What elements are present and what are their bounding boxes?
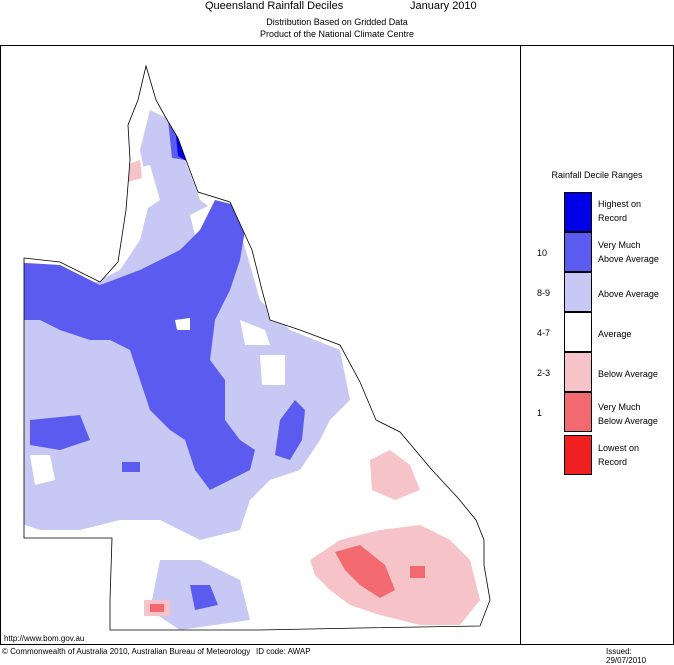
below-average-region-east (370, 450, 420, 500)
copyright-notice: © Commonwealth of Australia 2010, Austra… (2, 647, 251, 656)
legend-swatch-lowest (564, 435, 592, 475)
subtitle-product: Product of the National Climate Centre (259, 29, 415, 39)
legend-swatch-very-much-below (564, 392, 592, 432)
map-title: Queensland Rainfall Deciles (205, 0, 344, 12)
legend-swatch-average (564, 312, 592, 352)
legend-title: Rainfall Decile Ranges (551, 170, 643, 180)
average-patch-east (240, 320, 270, 345)
legend-range-very-much-above: 10 (537, 248, 548, 258)
legend-divider (520, 45, 521, 645)
average-patch-southwest (30, 455, 55, 485)
very-much-below-average-patch-east (410, 566, 425, 578)
subtitle-distribution: Distribution Based on Gridded Data (266, 17, 408, 27)
legend-label-very-much-below: Very Much Below Average (598, 402, 658, 426)
legend-swatch-highest (564, 192, 592, 232)
below-average-patch-cape (126, 160, 142, 182)
average-patch-central (260, 355, 285, 385)
bom-url: http://www.bom.gov.au (4, 634, 85, 643)
title-row: Queensland Rainfall Deciles January 2010 (0, 0, 674, 14)
very-much-above-average-patch-west (30, 415, 90, 450)
id-code: ID code: AWAP (256, 647, 311, 656)
legend-label-lowest: Lowest on Record (598, 443, 640, 467)
very-much-above-average-patch-small (122, 462, 140, 472)
state-outline (23, 64, 491, 631)
legend-label-above: Above Average (598, 289, 659, 299)
average-hole-blue (175, 318, 190, 330)
very-much-above-average-patch-south (190, 585, 218, 610)
very-much-above-average-region (24, 200, 255, 490)
legend-range-above: 8-9 (537, 288, 551, 298)
legend-swatch-very-much-above (564, 232, 592, 272)
legend-label-average: Average (598, 329, 632, 339)
legend-swatch-above (564, 272, 592, 312)
very-much-above-average-patch-east (275, 400, 305, 460)
issued-date: Issued: 29/07/2010 (606, 647, 647, 665)
very-much-below-average-patch (150, 604, 164, 612)
very-much-below-average-region (335, 545, 395, 598)
legend-range-below: 2-3 (537, 368, 551, 378)
legend-range-average: 4-7 (537, 328, 551, 338)
legend-range-very-much-below: 1 (537, 408, 543, 418)
legend-swatch-below (564, 352, 592, 392)
legend-label-very-much-above: Very Much Above Average (598, 240, 659, 264)
legend-label-below: Below Average (598, 369, 658, 379)
legend-label-highest: Highest on Record (598, 199, 642, 223)
map-month: January 2010 (410, 0, 477, 12)
